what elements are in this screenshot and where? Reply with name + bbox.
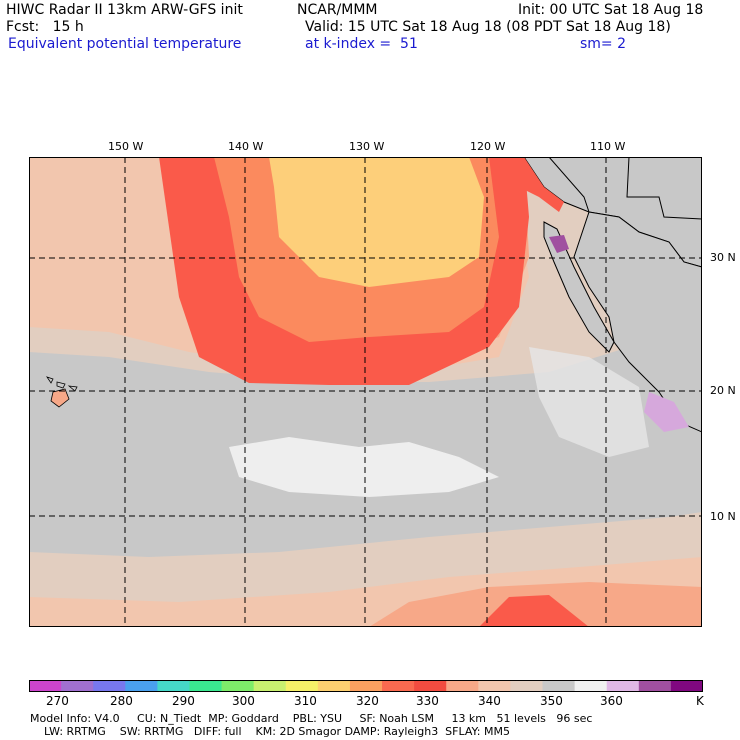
- colorbar: [29, 680, 703, 692]
- colorbar-swatch: [221, 680, 255, 692]
- hawaii-islands: [46, 376, 78, 392]
- colorbar-label: 280: [110, 694, 133, 708]
- colorbar-label: 320: [356, 694, 379, 708]
- colorbar-swatch: [510, 680, 544, 692]
- model-info-line-2: LW: RRTMG SW: RRTMG DIFF: full KM: 2D Sm…: [30, 725, 510, 738]
- colorbar-swatch: [382, 680, 415, 692]
- colorbar-label: 330: [416, 694, 439, 708]
- lat-label-20n: 20 N: [710, 384, 736, 397]
- baja-california-land: [543, 221, 615, 353]
- graticule: [29, 157, 702, 627]
- theta-e-365-region: [549, 235, 569, 253]
- colorbar-swatch: [61, 680, 94, 692]
- colorbar-swatch: [638, 680, 672, 692]
- border-line: [626, 157, 702, 220]
- theta-e-350-east-region: [529, 347, 649, 457]
- colorbar-label: 340: [478, 694, 501, 708]
- colorbar-label: 300: [232, 694, 255, 708]
- colorbar-swatch: [606, 680, 640, 692]
- lon-label-120w: 120 W: [470, 140, 506, 153]
- lon-label-150w: 150 W: [108, 140, 144, 153]
- colorbar-swatch: [157, 680, 190, 692]
- colorbar-swatch: [574, 680, 608, 692]
- colorbar-label: 360: [600, 694, 623, 708]
- colorbar-label: 310: [294, 694, 317, 708]
- colorbar-label: 270: [46, 694, 69, 708]
- theta-e-360-region: [644, 392, 689, 432]
- smoothing-label: sm= 2: [580, 36, 627, 52]
- colorbar-swatch: [29, 680, 62, 692]
- organization-label: NCAR/MMM: [297, 2, 378, 18]
- theta-e-340-west-region: [29, 157, 89, 247]
- colorbar-swatch: [189, 680, 223, 692]
- colorbar-swatch: [542, 680, 576, 692]
- theta-e-map: [29, 157, 702, 627]
- colorbar-swatch: [253, 680, 287, 692]
- init-time: Init: 00 UTC Sat 18 Aug 18: [518, 2, 704, 18]
- colorbar-swatch: [125, 680, 158, 692]
- map-frame: [29, 157, 702, 627]
- colorbar-swatch: [670, 680, 703, 692]
- colorbar-swatch: [317, 680, 351, 692]
- theta-e-355-region: [229, 437, 499, 497]
- lat-label-30n: 30 N: [710, 251, 736, 264]
- colorbar-frame: [29, 680, 703, 692]
- lat-label-10n: 10 N: [710, 510, 736, 523]
- field-name: Equivalent potential temperature: [8, 36, 242, 52]
- lon-label-110w: 110 W: [590, 140, 626, 153]
- theta-e-320-region: [269, 157, 484, 287]
- model-info-line-1: Model Info: V4.0 CU: N_Tiedt MP: Goddard…: [30, 712, 593, 725]
- product-title: HIWC Radar II 13km ARW-GFS init: [6, 2, 243, 18]
- colorbar-label: 350: [540, 694, 563, 708]
- colorbar-unit: K: [696, 694, 704, 708]
- colorbar-swatch: [446, 680, 479, 692]
- big-island-hawaii: [50, 388, 70, 408]
- forecast-hour: Fcst: 15 h: [6, 19, 84, 35]
- california-coast-warm: [499, 157, 564, 212]
- lon-label-130w: 130 W: [349, 140, 385, 153]
- colorbar-swatch: [478, 680, 511, 692]
- theta-e-330-south-region: [479, 595, 589, 627]
- level-label: at k-index = 51: [305, 36, 418, 52]
- colorbar-swatch: [349, 680, 383, 692]
- valid-time: Valid: 15 UTC Sat 18 Aug 18 (08 PDT Sat …: [305, 19, 671, 35]
- colorbar-label: 290: [172, 694, 195, 708]
- state-border-line: [548, 157, 590, 213]
- lon-label-140w: 140 W: [228, 140, 264, 153]
- colorbar-swatch: [285, 680, 319, 692]
- colorbar-swatch: [414, 680, 447, 692]
- colorbar-swatch: [93, 680, 126, 692]
